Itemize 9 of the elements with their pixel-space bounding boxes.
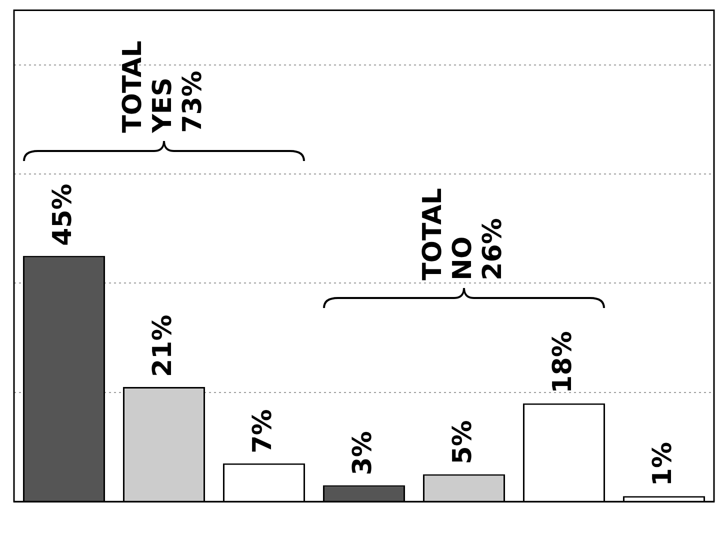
data-label: 21% [148,314,178,377]
annotation: TOTAL NO 26% [418,188,508,280]
annotation: TOTAL YES 73% [118,40,208,134]
data-label: 18% [548,331,578,394]
data-label: 7% [248,409,278,454]
data-label: 5% [448,420,478,464]
data-label: 45% [48,184,78,246]
data-label: 3% [348,431,378,476]
data-label: 1% [648,442,678,486]
